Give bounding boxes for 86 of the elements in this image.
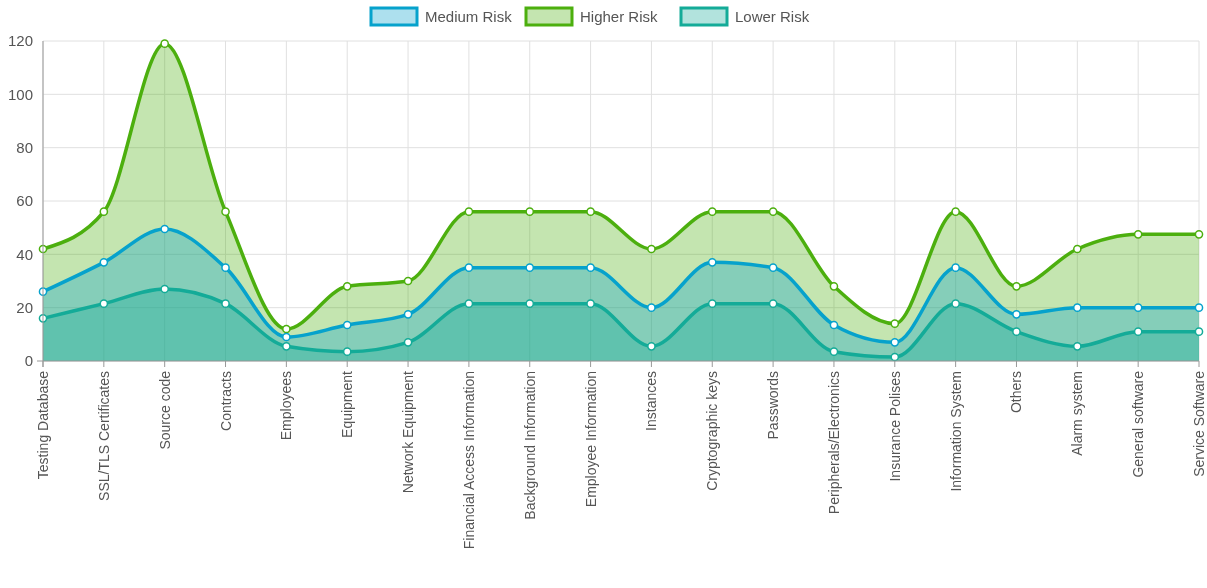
point xyxy=(282,332,291,342)
point xyxy=(160,284,169,294)
x-tick-label: Others xyxy=(1008,371,1025,414)
point xyxy=(1133,303,1143,312)
point xyxy=(1133,327,1143,336)
point xyxy=(99,299,109,308)
point xyxy=(342,347,352,356)
point xyxy=(1073,342,1082,351)
point xyxy=(282,342,291,351)
point xyxy=(829,320,839,330)
point xyxy=(160,224,169,234)
point xyxy=(586,207,595,216)
point xyxy=(768,299,778,308)
x-tick-label: Information System xyxy=(947,371,964,492)
point xyxy=(1012,282,1021,291)
y-tick-label: 60 xyxy=(16,192,33,210)
y-tick-label: 0 xyxy=(24,352,33,370)
point xyxy=(221,263,230,272)
legend-label: Higher Risk xyxy=(580,8,659,26)
point xyxy=(707,299,717,308)
x-tick-label: Instances xyxy=(643,371,660,431)
x-tick-label: Network Equipment xyxy=(400,370,417,494)
point xyxy=(951,263,960,272)
x-tick-label: Testing Database xyxy=(35,370,51,480)
point xyxy=(403,276,413,286)
y-tick-label: 20 xyxy=(16,298,33,316)
legend-label: Lower Risk xyxy=(735,8,810,26)
point xyxy=(1073,244,1082,254)
point xyxy=(890,319,900,328)
point xyxy=(586,299,595,308)
point xyxy=(525,263,535,272)
point xyxy=(768,263,778,272)
point xyxy=(647,342,656,351)
point xyxy=(1194,230,1204,239)
y-tick-label: 120 xyxy=(7,32,33,50)
point xyxy=(1194,327,1204,336)
x-tick-label: General software xyxy=(1130,370,1147,478)
x-tick-label: Alarm system xyxy=(1069,371,1086,456)
x-tick-label: Peripherals/Electronics xyxy=(825,371,842,515)
point xyxy=(1073,303,1082,312)
point xyxy=(342,282,352,291)
point xyxy=(768,207,778,216)
point xyxy=(160,39,169,48)
point xyxy=(951,207,960,216)
point xyxy=(829,347,839,356)
y-tick-label: 100 xyxy=(7,85,33,103)
x-tick-label: Employee Information xyxy=(582,371,599,508)
point xyxy=(525,207,535,216)
point xyxy=(525,299,535,308)
x-tick-label: Background Information xyxy=(521,371,538,520)
point xyxy=(1012,327,1021,336)
point xyxy=(707,207,717,216)
point xyxy=(464,299,474,308)
point xyxy=(647,244,656,254)
point xyxy=(1133,230,1143,239)
x-tick-label: Source code xyxy=(156,370,173,450)
point xyxy=(282,324,291,334)
x-tick-label: Passwords xyxy=(765,371,782,440)
point xyxy=(99,207,109,216)
point xyxy=(221,207,230,216)
x-tick-label: Cryptographic keys xyxy=(704,371,721,491)
legend-label: Medium Risk xyxy=(425,8,513,26)
point xyxy=(342,320,352,330)
point xyxy=(464,263,474,272)
point xyxy=(403,338,413,347)
x-tick-label: Equipment xyxy=(339,370,356,438)
x-tick-label: Financial Access Information xyxy=(460,371,477,550)
x-tick-label: Insurance Polises xyxy=(886,371,903,482)
y-tick-label: 80 xyxy=(16,138,33,156)
point xyxy=(890,338,900,347)
point xyxy=(647,303,656,312)
point xyxy=(403,310,413,319)
y-tick-label: 40 xyxy=(16,245,33,263)
point xyxy=(829,282,839,291)
point xyxy=(99,258,109,267)
x-tick-label: Service Software xyxy=(1191,370,1207,477)
point xyxy=(221,299,230,308)
point xyxy=(1012,310,1021,319)
point xyxy=(951,299,960,308)
x-tick-label: Employees xyxy=(278,371,295,441)
point xyxy=(707,258,717,267)
point xyxy=(464,207,474,216)
point xyxy=(586,263,595,272)
x-tick-label: SSL/TLS Certificates xyxy=(95,371,112,501)
point xyxy=(1194,303,1204,312)
x-tick-label: Contracts xyxy=(217,371,234,431)
